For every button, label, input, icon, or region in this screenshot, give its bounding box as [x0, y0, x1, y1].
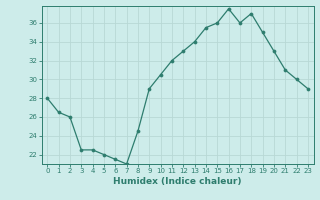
- X-axis label: Humidex (Indice chaleur): Humidex (Indice chaleur): [113, 177, 242, 186]
